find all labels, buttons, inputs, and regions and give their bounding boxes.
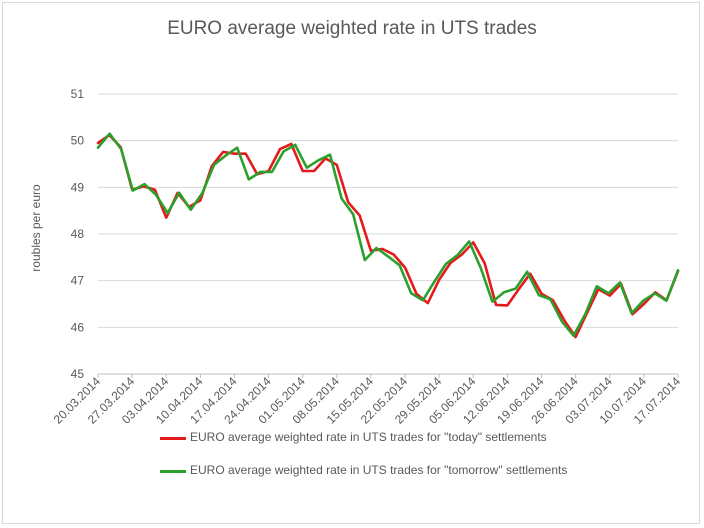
chart-title: EURO average weighted rate in UTS trades bbox=[167, 18, 537, 39]
legend-label-today: EURO average weighted rate in UTS trades… bbox=[190, 430, 547, 444]
legend-swatch-today bbox=[160, 437, 186, 440]
y-axis-label: roubles per euro bbox=[29, 184, 43, 272]
x-axis bbox=[97, 374, 679, 378]
legend-swatch-tomorrow bbox=[160, 470, 186, 473]
y-tick-label: 50 bbox=[71, 134, 85, 148]
legend-item-tomorrow: EURO average weighted rate in UTS trades… bbox=[160, 463, 580, 478]
x-tick-labels: 20.03.201427.03.201403.04.201410.04.2014… bbox=[51, 374, 684, 427]
legend-item-today: EURO average weighted rate in UTS trades… bbox=[160, 430, 580, 445]
y-tick-labels: 45 46 47 48 49 50 51 bbox=[71, 87, 85, 381]
legend-label-tomorrow: EURO average weighted rate in UTS trades… bbox=[190, 463, 568, 477]
legend: EURO average weighted rate in UTS trades… bbox=[160, 430, 580, 478]
series-line-tomorrow bbox=[96, 132, 680, 338]
y-tick-label: 46 bbox=[71, 320, 85, 334]
y-tick-label: 49 bbox=[71, 180, 85, 194]
series-line-today bbox=[96, 133, 680, 339]
y-tick-label: 51 bbox=[71, 87, 85, 101]
gridlines bbox=[98, 93, 678, 375]
series-lines bbox=[96, 132, 680, 339]
y-tick-label: 48 bbox=[71, 227, 85, 241]
y-tick-label: 47 bbox=[71, 274, 85, 288]
y-tick-label: 45 bbox=[71, 367, 85, 381]
